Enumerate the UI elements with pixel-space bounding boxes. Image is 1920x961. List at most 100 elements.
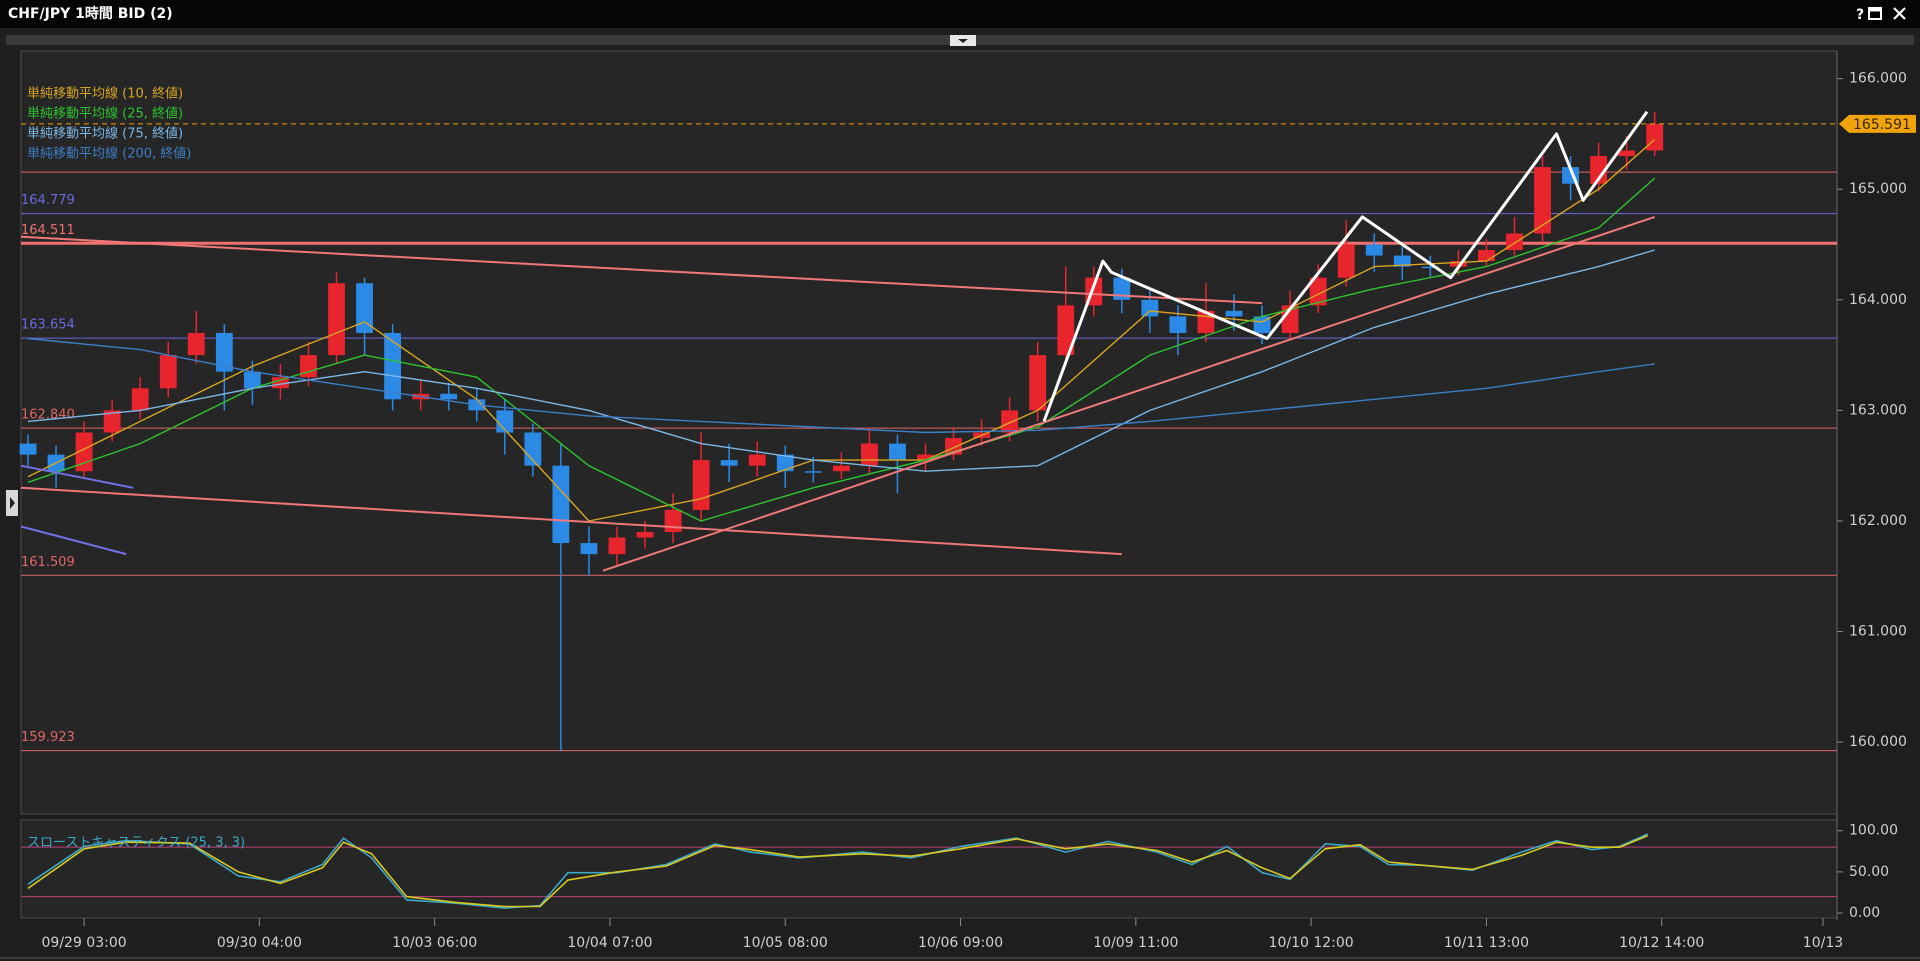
candle-body	[215, 332, 233, 372]
y-tick-label: 163.000	[1849, 402, 1907, 418]
candle-body	[131, 388, 149, 411]
candle-body	[1618, 150, 1636, 157]
x-tick-label: 10/05 08:00	[743, 935, 828, 951]
trendline	[1042, 110, 1649, 422]
candle-body	[1393, 255, 1411, 267]
y-tick-label: 164.000	[1849, 292, 1907, 308]
candle-body	[832, 465, 850, 472]
candle-body	[748, 454, 766, 466]
side-tab[interactable]	[6, 490, 18, 516]
candle-body	[300, 355, 317, 378]
candle-body	[1646, 123, 1664, 151]
y-tick-label: 165.000	[1849, 181, 1907, 197]
stochastic-panel	[20, 819, 1838, 919]
candle-body	[1337, 244, 1355, 278]
x-tick-label: 10/06 09:00	[918, 935, 1003, 951]
trendline	[20, 235, 1263, 305]
y-tick-label: 100.00	[1849, 823, 1898, 839]
candle-body	[524, 432, 542, 466]
candle-body	[860, 443, 878, 466]
x-tick-label: 09/29 03:00	[42, 935, 127, 951]
candle-body	[1449, 261, 1467, 267]
candle-body	[889, 443, 906, 461]
indicator-line	[27, 177, 1656, 522]
trendline	[20, 486, 1122, 556]
candle-body	[272, 377, 289, 389]
candle-body	[1421, 266, 1439, 269]
candle-body	[776, 454, 794, 472]
y-tick-label: 161.000	[1849, 624, 1907, 640]
x-tick-label: 09/30 04:00	[217, 935, 302, 951]
candle-body	[19, 443, 37, 455]
x-tick-label: 10/12 14:00	[1619, 935, 1704, 951]
candle-body	[1365, 244, 1383, 256]
candle-body	[356, 283, 373, 333]
candle-body	[1534, 167, 1551, 234]
candle-body	[103, 410, 121, 433]
candle-body	[496, 410, 514, 433]
x-tick-label: 10/09 11:00	[1093, 935, 1178, 951]
candle-body	[384, 332, 402, 400]
candle-body	[243, 371, 261, 389]
indicator-title: スローストキャスティクス (25, 3, 3)	[27, 836, 245, 851]
legend-entry: 単純移動平均線 (10, 終値)	[27, 86, 183, 102]
level-label: 164.511	[21, 223, 75, 238]
candle-body	[1478, 250, 1495, 262]
candle-body	[552, 465, 570, 544]
candle-body	[1225, 310, 1243, 317]
level-label: 162.840	[21, 408, 75, 423]
legend-entry: 単純移動平均線 (75, 終値)	[27, 126, 183, 142]
x-tick-label: 10/04 07:00	[567, 935, 652, 951]
candle-body	[720, 460, 738, 466]
x-tick-label: 10/10 12:00	[1269, 935, 1354, 951]
level-label: 159.923	[21, 730, 75, 745]
collapse-toggle[interactable]	[950, 35, 976, 46]
y-tick-label: 162.000	[1849, 513, 1907, 529]
candle-body	[580, 543, 598, 555]
candle-body	[159, 355, 177, 389]
trendline	[20, 464, 134, 489]
close-button[interactable]	[1893, 7, 1906, 20]
x-tick-label: 10/03 06:00	[392, 935, 477, 951]
indicator-line	[27, 337, 1655, 434]
candle-body	[692, 460, 710, 510]
legend-entry: 単純移動平均線 (200, 終値)	[27, 146, 191, 162]
level-label: 164.779	[21, 193, 75, 208]
maximize-button[interactable]	[1868, 7, 1882, 20]
candle-body	[1113, 277, 1131, 300]
indicator-line	[27, 834, 1649, 908]
candle-body	[440, 393, 458, 400]
y-tick-label: 160.000	[1849, 734, 1907, 750]
x-tick-label: 10/11 13:00	[1444, 935, 1529, 951]
trendline	[20, 525, 127, 556]
candle-body	[1141, 299, 1159, 317]
candle-body	[1169, 316, 1187, 333]
candle-body	[608, 537, 626, 555]
candle-body	[187, 332, 205, 356]
y-tick-label: 166.000	[1849, 71, 1907, 87]
x-tick-label: 10/13	[1803, 935, 1843, 951]
candle-body	[1590, 156, 1608, 184]
candle-body	[328, 283, 345, 356]
level-label: 163.654	[21, 318, 75, 333]
title-bar	[0, 0, 1920, 28]
legend-entry: 単純移動平均線 (25, 終値)	[27, 106, 183, 122]
candle-body	[664, 509, 682, 533]
level-label: 161.509	[21, 555, 75, 570]
current-price-tag	[1839, 114, 1916, 133]
candle-body	[1309, 277, 1327, 306]
candle-body	[917, 454, 934, 461]
candle-body	[636, 532, 654, 538]
y-tick-label: 50.00	[1849, 864, 1889, 880]
candle-body	[804, 471, 822, 473]
candle-body	[1029, 355, 1047, 411]
help-button[interactable]: ?	[1856, 7, 1864, 23]
window-title: CHF/JPY 1時間 BID (2)	[8, 5, 173, 22]
y-tick-label: 0.00	[1849, 905, 1880, 921]
trendline	[602, 215, 1656, 572]
candle-body	[1057, 305, 1075, 356]
candle-body	[1001, 410, 1019, 433]
current-price-label: 165.591	[1853, 117, 1911, 133]
